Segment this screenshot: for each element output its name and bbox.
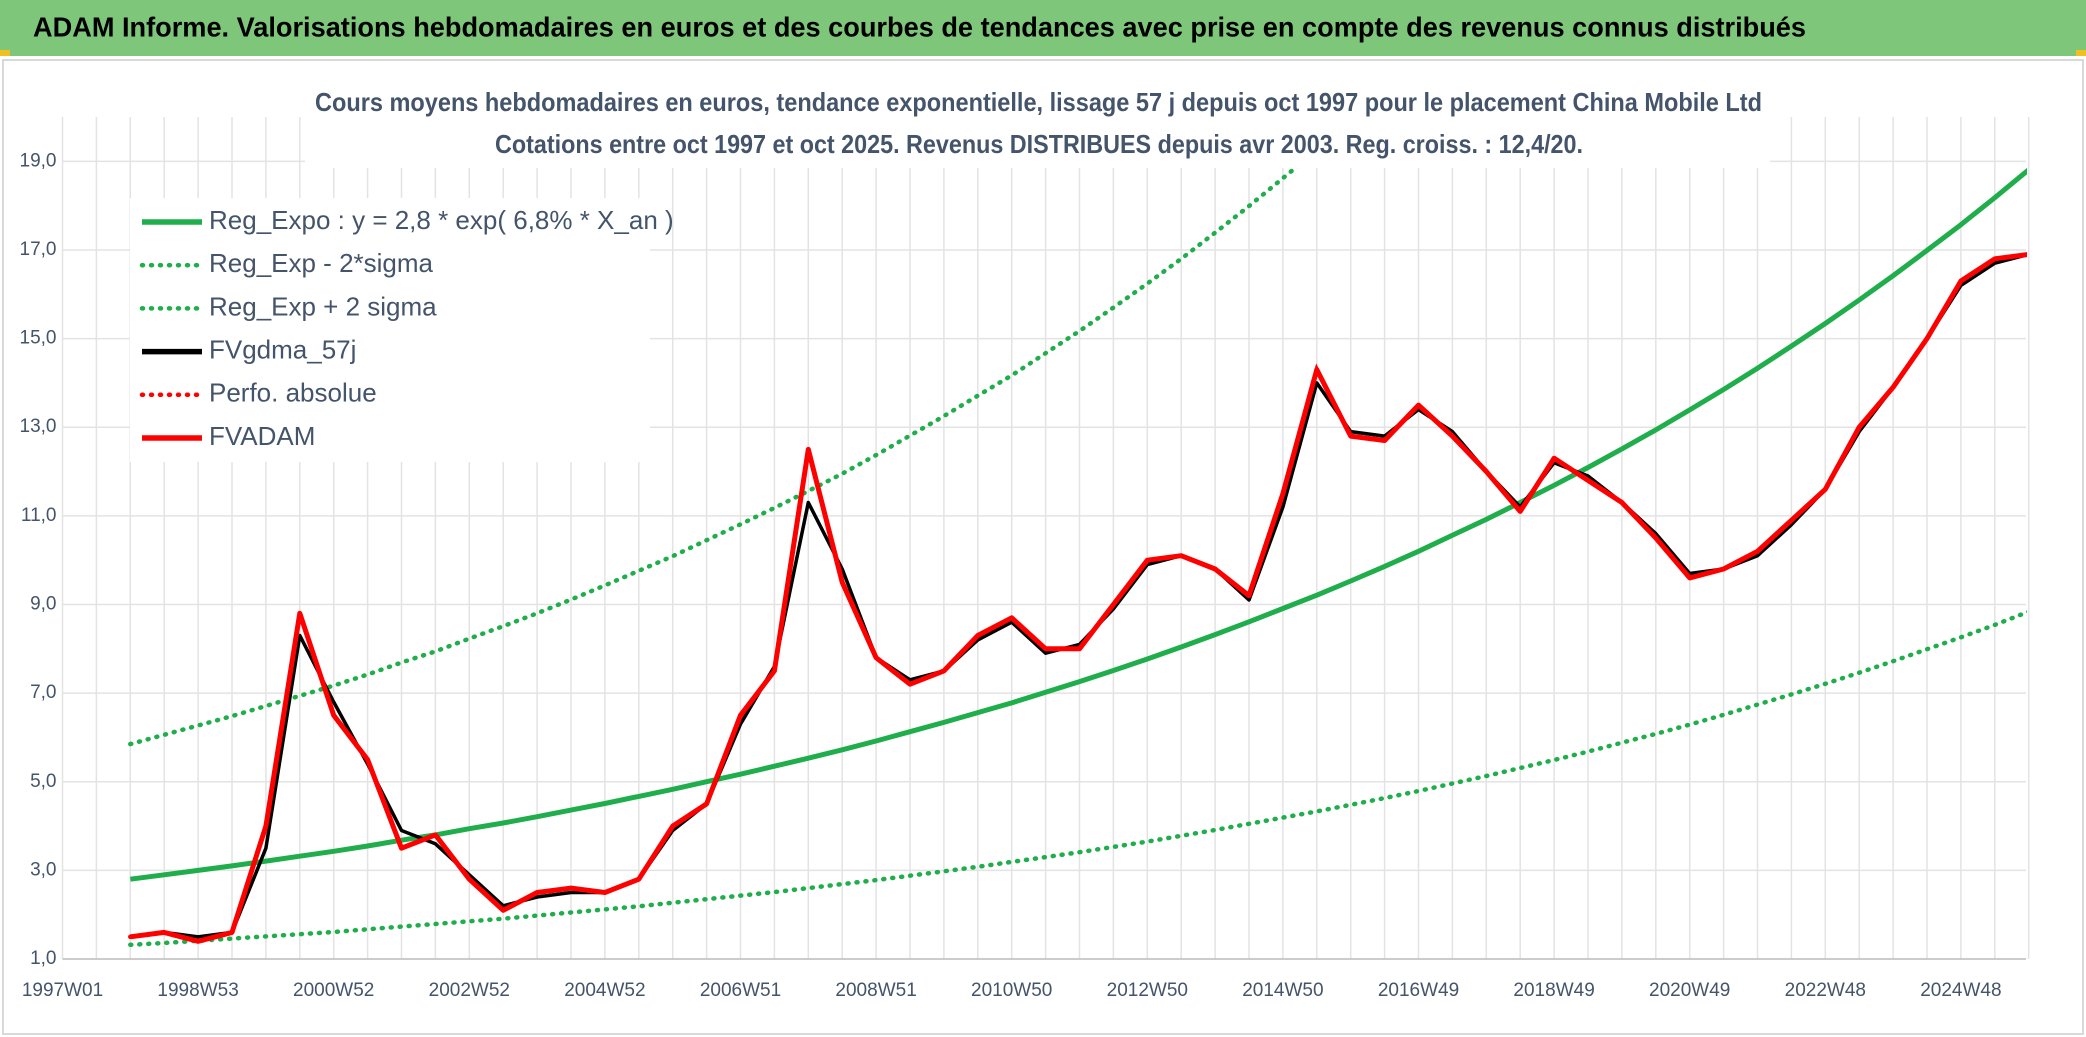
x-tick-label: 2014W50 xyxy=(1242,980,1323,1001)
x-tick-label: 1997W01 xyxy=(22,980,103,1001)
y-tick-label: 9,0 xyxy=(30,593,56,614)
x-tick-label: 2008W51 xyxy=(835,980,916,1001)
y-tick-label: 5,0 xyxy=(30,771,56,792)
y-tick-label: 1,0 xyxy=(30,948,56,969)
legend-label: Reg_Exp - 2*sigma xyxy=(209,248,434,278)
legend-box xyxy=(130,198,650,462)
x-tick-label: 2012W50 xyxy=(1107,980,1188,1001)
y-tick-label: 13,0 xyxy=(20,416,57,437)
legend-label: FVgdma_57j xyxy=(209,334,356,364)
x-tick-label: 2018W49 xyxy=(1513,980,1594,1001)
x-tick-label: 2016W49 xyxy=(1378,980,1459,1001)
x-tick-label: 2020W49 xyxy=(1649,980,1730,1001)
x-tick-label: 2002W52 xyxy=(429,980,510,1001)
y-tick-label: 11,0 xyxy=(21,505,57,526)
x-tick-label: 2024W48 xyxy=(1920,980,2001,1001)
y-tick-label: 3,0 xyxy=(30,859,56,880)
corner-mark xyxy=(0,50,10,56)
title-box xyxy=(305,82,1770,168)
series-line xyxy=(129,167,2027,882)
chart-frame xyxy=(2,59,2084,1035)
legend-label: Perfo. absolue xyxy=(209,378,377,408)
x-tick-label: 2004W52 xyxy=(564,980,645,1001)
legend-label: FVADAM xyxy=(209,421,315,451)
chart-subtitle: Cotations entre oct 1997 et oct 2025. Re… xyxy=(495,129,1583,159)
x-tick-label: 2006W51 xyxy=(700,980,781,1001)
legend: Reg_Expo : y = 2,8 * exp( 6,8% * X_an ) R… xyxy=(130,198,674,462)
legend-label: Reg_Expo : y = 2,8 * exp( 6,8% * X_an ) xyxy=(209,205,674,235)
x-tick-label: 1998W53 xyxy=(157,980,238,1001)
header-bar xyxy=(0,0,2086,56)
y-tick-label: 7,0 xyxy=(30,682,56,703)
plot-area xyxy=(128,117,2027,948)
x-tick-label: 2010W50 xyxy=(971,980,1052,1001)
series-line xyxy=(128,609,2027,948)
y-tick-label: 15,0 xyxy=(20,328,57,349)
legend-label: Reg_Exp + 2 sigma xyxy=(209,291,437,321)
series-line xyxy=(128,117,1358,747)
chart-title: Cours moyens hebdomadaires en euros, ten… xyxy=(315,87,1762,117)
series-line xyxy=(129,252,2027,944)
x-tick-label: 2000W52 xyxy=(293,980,374,1001)
y-tick-label: 19,0 xyxy=(20,150,57,171)
corner-mark xyxy=(2076,50,2086,56)
y-tick-label: 17,0 xyxy=(20,239,57,260)
header-title: ADAM Informe. Valorisations hebdomadaire… xyxy=(33,11,1806,42)
x-tick-label: 2022W48 xyxy=(1785,980,1866,1001)
